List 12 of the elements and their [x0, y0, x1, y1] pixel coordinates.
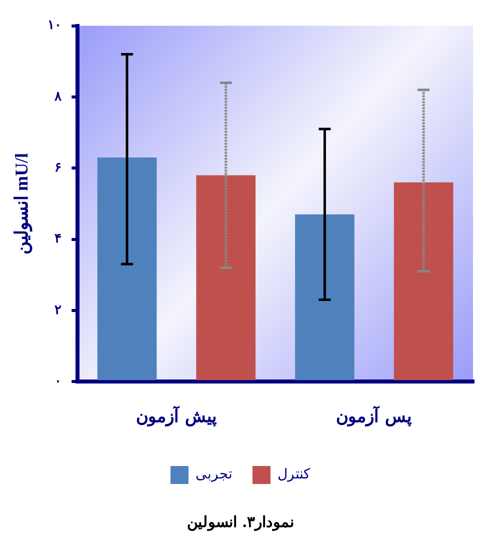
y-tick-label: ۸ — [54, 89, 63, 104]
legend-label: کنترل — [278, 466, 310, 483]
y-tick-label: ۰ — [54, 374, 62, 389]
text: نمودار۳. انسولین — [186, 512, 294, 531]
x-tick-label: پس آزمون — [336, 405, 412, 428]
y-tick-label: ۴ — [54, 232, 62, 247]
y-axis-title: انسولین mU/l — [11, 152, 32, 254]
y-tick-label: ۱۰ — [48, 18, 62, 34]
x-tick-label: پیش آزمون — [136, 405, 217, 428]
y-tick-label: ۶ — [54, 160, 62, 176]
y-tick-label: ۲ — [54, 302, 62, 318]
legend-label: تجربی — [196, 466, 232, 483]
